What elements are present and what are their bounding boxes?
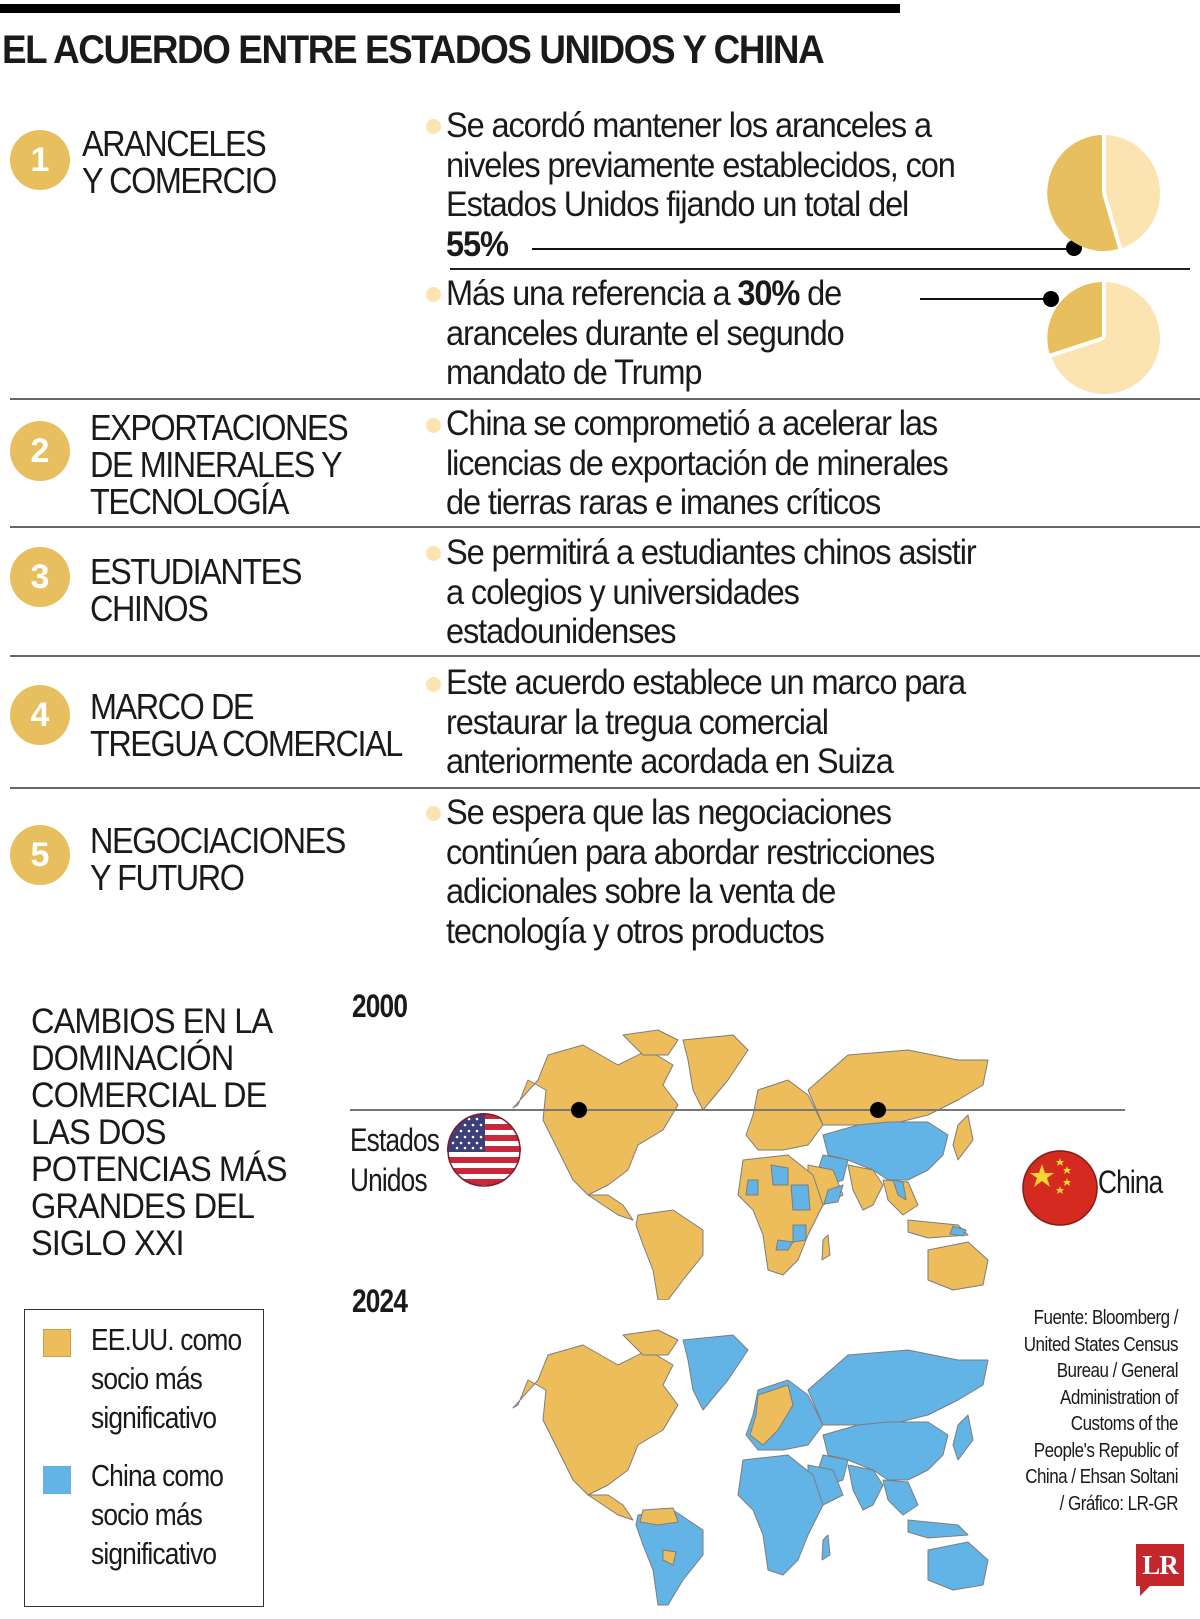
year-label-2024: 2024 xyxy=(352,1283,408,1319)
section-body: Este acuerdo establece un marco para res… xyxy=(446,663,966,781)
us-label: Estados Unidos xyxy=(350,1122,440,1198)
china-flag-icon xyxy=(1022,1150,1098,1226)
section-title: NEGOCIACIONES Y FUTURO xyxy=(90,820,346,898)
section-divider xyxy=(10,787,1200,789)
section-title: ARANCELES Y COMERCIO xyxy=(82,123,277,201)
section-divider xyxy=(10,398,1200,400)
bullet-icon xyxy=(426,418,441,433)
pie-chart-55 xyxy=(1047,133,1160,252)
leader-line xyxy=(532,248,1072,250)
page-title: EL ACUERDO ENTRE ESTADOS UNIDOS Y CHINA xyxy=(2,28,825,72)
year-label-2000: 2000 xyxy=(352,988,408,1024)
china-label: China xyxy=(1098,1164,1163,1200)
lr-logo-tail xyxy=(1140,1584,1152,1596)
world-map-2024 xyxy=(512,1329,989,1606)
number-badge-1: 1 xyxy=(10,130,70,190)
bullet-icon xyxy=(426,546,441,561)
section-title: ESTUDIANTES CHINOS xyxy=(90,551,302,629)
bullet-icon xyxy=(426,806,441,821)
section-body: Más una referencia a 30% de aranceles du… xyxy=(446,274,845,392)
number-badge-2: 2 xyxy=(10,421,70,481)
world-map-2000 xyxy=(512,1029,989,1300)
bullet-icon xyxy=(426,119,441,134)
legend-label-china: China como socio más significativo xyxy=(91,1458,224,1571)
bullet-icon xyxy=(426,287,441,302)
section-title: EXPORTACIONES DE MINERALES Y TECNOLOGÍA xyxy=(90,407,349,522)
section-body: Se acordó mantener los aranceles a nivel… xyxy=(446,106,956,264)
highlight-55: 55% xyxy=(446,224,509,264)
china-location-dot xyxy=(870,1102,886,1118)
section-body: China se comprometió a acelerar las lice… xyxy=(446,404,949,522)
highlight-30: 30% xyxy=(737,274,800,313)
legend-swatch-china xyxy=(43,1466,71,1494)
us-flag-icon xyxy=(447,1113,521,1187)
source-credits: Fuente: Bloomberg / United States Census… xyxy=(1023,1307,1179,1515)
section-divider xyxy=(10,526,1200,528)
section-title: MARCO DE TREGUA COMERCIAL xyxy=(90,686,403,764)
legend-swatch-us xyxy=(43,1329,71,1357)
pie-chart-30 xyxy=(1046,280,1160,394)
section-body: Se espera que las negociaciones continúe… xyxy=(446,793,935,951)
leader-dot xyxy=(1043,291,1059,307)
bullet-icon xyxy=(426,677,441,692)
leader-line xyxy=(920,298,1050,300)
map-section-title: CAMBIOS EN LA DOMINACIÓN COMERCIAL DE LA… xyxy=(31,1002,288,1263)
section-body: Se permitirá a estudiantes chinos asisti… xyxy=(446,533,977,651)
lr-logo: LR xyxy=(1136,1544,1184,1586)
sub-divider xyxy=(450,268,1190,270)
legend-label-us: EE.UU. como socio más significativo xyxy=(91,1322,242,1435)
number-badge-4: 4 xyxy=(10,685,70,745)
map-legend: EE.UU. como socio más significativo Chin… xyxy=(24,1309,264,1607)
number-badge-5: 5 xyxy=(10,825,70,885)
number-badge-3: 3 xyxy=(10,547,70,607)
map-connector-line xyxy=(350,1109,1125,1111)
top-rule xyxy=(0,4,900,13)
section-divider xyxy=(10,655,1200,657)
us-location-dot xyxy=(571,1102,587,1118)
